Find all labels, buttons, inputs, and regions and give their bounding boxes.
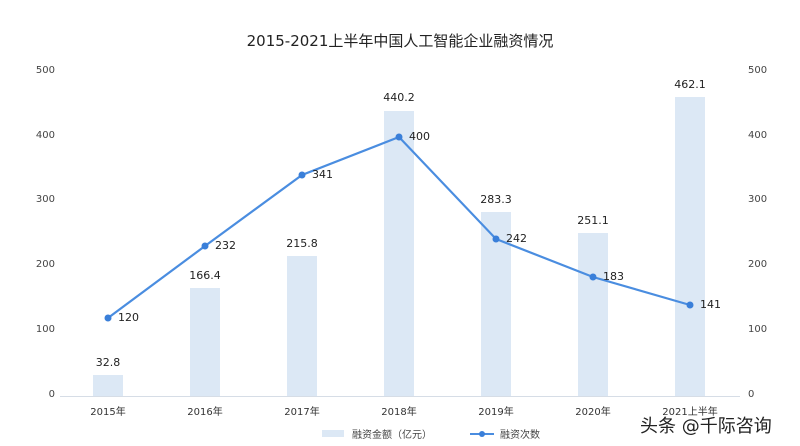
y-tick: 500 (748, 65, 768, 76)
watermark: 头条 @千际咨询 (640, 416, 772, 437)
bar (578, 233, 608, 396)
line-point (686, 301, 694, 309)
x-label: 2019年 (478, 407, 514, 418)
line-label: 341 (312, 168, 333, 181)
bar (384, 111, 414, 396)
bar-swatch-icon (322, 430, 344, 437)
line-marker-icon (470, 430, 494, 437)
y-tick: 300 (748, 194, 768, 205)
bar (675, 97, 705, 396)
y-tick: 200 (35, 259, 55, 270)
line-label: 242 (506, 232, 527, 245)
x-label: 2021上半年 (662, 407, 718, 418)
bar-label: 283.3 (480, 193, 512, 206)
line-label: 232 (215, 239, 236, 252)
legend-item-line[interactable]: 融资次数 (470, 426, 540, 441)
legend-item-bar[interactable]: 融资金额（亿元） (322, 426, 432, 441)
bar (287, 256, 317, 396)
line-point (298, 171, 306, 179)
x-label: 2018年 (381, 407, 417, 418)
x-label: 2020年 (575, 407, 611, 418)
legend-label: 融资次数 (500, 430, 540, 441)
x-label: 2016年 (187, 407, 223, 418)
bar-label: 32.8 (95, 356, 121, 369)
bar-label: 251.1 (577, 214, 609, 227)
y-tick: 200 (748, 259, 768, 270)
y-tick: 0 (748, 389, 755, 400)
x-axis-line (60, 396, 740, 397)
bar-label: 462.1 (674, 78, 706, 91)
line-label: 400 (409, 130, 430, 143)
chart-title: 2015-2021上半年中国人工智能企业融资情况 (246, 32, 554, 50)
line-point (104, 314, 112, 322)
legend-label: 融资金额（亿元） (352, 430, 432, 441)
line-label: 120 (118, 311, 139, 324)
y-tick: 100 (35, 324, 55, 335)
y-tick: 400 (748, 130, 768, 141)
x-label: 2015年 (90, 407, 126, 418)
y-tick: 500 (35, 65, 55, 76)
x-label: 2017年 (284, 407, 320, 418)
bar-label: 166.4 (189, 269, 221, 282)
y-tick: 0 (48, 389, 55, 400)
line-label: 141 (700, 298, 721, 311)
y-tick: 400 (35, 130, 55, 141)
line-point (589, 273, 597, 281)
bar-label: 215.8 (286, 237, 318, 250)
line-point (201, 242, 209, 250)
line-label: 183 (603, 270, 624, 283)
bar (190, 288, 220, 396)
y-tick: 100 (748, 324, 768, 335)
line-point (492, 235, 500, 243)
bar-label: 440.2 (383, 91, 415, 104)
y-tick: 300 (35, 194, 55, 205)
bar (93, 375, 123, 396)
line-point (395, 133, 403, 141)
